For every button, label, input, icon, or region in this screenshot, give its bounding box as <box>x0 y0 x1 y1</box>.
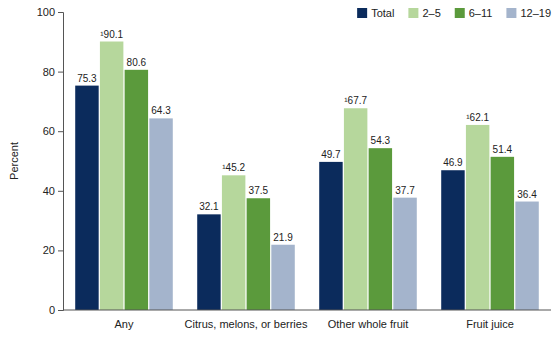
legend-swatch <box>408 8 418 18</box>
tick-label: Citrus, melons, or berries <box>185 318 308 330</box>
axis-title: Percent <box>8 142 20 180</box>
bar <box>149 118 172 310</box>
tick: 80 <box>43 66 63 78</box>
data-label: 37.7 <box>395 185 415 196</box>
bar <box>100 42 123 310</box>
tick: Fruit juice <box>466 318 514 330</box>
data-label: 51.4 <box>493 144 513 155</box>
bar <box>222 175 245 310</box>
data-label: 54.3 <box>371 135 391 146</box>
tick-label: 20 <box>43 244 55 256</box>
tick: Citrus, melons, or berries <box>185 318 308 330</box>
bar <box>515 202 538 310</box>
tick-label: Other whole fruit <box>328 318 409 330</box>
data-labels: 75.3 32.1 49.7 46.9 ¹90.1 ¹45.2 ¹67.7 ¹62.1 80.6… <box>77 29 537 243</box>
data-label: 32.1 <box>199 201 219 212</box>
tick-mark <box>58 310 63 311</box>
data-label: ¹62.1 <box>466 112 489 123</box>
legend-label: 2–5 <box>422 7 440 19</box>
chart: 75.3 32.1 49.7 46.9 ¹90.1 ¹45.2 ¹67.7 ¹62.1 80.6… <box>0 0 560 345</box>
legend-swatch <box>357 8 367 18</box>
tick: 100 <box>37 6 63 18</box>
data-label: ¹45.2 <box>222 162 245 173</box>
tick-mark <box>58 131 63 132</box>
legend-label: 12–19 <box>520 7 551 19</box>
data-label: 36.4 <box>517 189 537 200</box>
bar <box>393 198 416 310</box>
legend-swatch <box>455 8 465 18</box>
legend-label: Total <box>371 7 394 19</box>
y-axis: 0 20 40 60 80 100 <box>37 6 64 316</box>
tick-mark <box>58 191 63 192</box>
bar <box>197 214 220 310</box>
bar <box>125 70 148 310</box>
legend-label: 6–11 <box>469 7 493 19</box>
bar <box>247 198 270 310</box>
legend-item: 12–19 <box>506 7 551 19</box>
tick-label: 100 <box>37 6 55 18</box>
data-label: ¹67.7 <box>344 95 367 106</box>
tick-label: Any <box>115 318 134 330</box>
bar <box>75 86 98 310</box>
legend-item: 2–5 <box>408 7 440 19</box>
axis-line <box>63 310 551 311</box>
data-label: 64.3 <box>151 105 171 116</box>
tick-label: 0 <box>49 304 55 316</box>
bar <box>344 108 367 310</box>
legend: Total 2–5 6–11 12–19 <box>357 7 551 19</box>
bar <box>319 162 342 310</box>
bar <box>491 157 514 310</box>
bar <box>369 148 392 310</box>
legend-item: Total <box>357 7 394 19</box>
tick-mark <box>58 72 63 73</box>
bar <box>271 245 294 310</box>
data-label: 37.5 <box>249 185 269 196</box>
legend-swatch <box>506 8 516 18</box>
data-label: 75.3 <box>77 73 97 84</box>
axis-line <box>58 13 64 311</box>
tick-label: 60 <box>43 125 55 137</box>
tick: 40 <box>43 185 63 197</box>
tick: 20 <box>43 244 63 256</box>
data-label: ¹90.1 <box>100 29 123 40</box>
data-label: 46.9 <box>443 157 463 168</box>
data-label: 49.7 <box>321 149 341 160</box>
tick: 60 <box>43 125 63 137</box>
tick: Other whole fruit <box>328 318 409 330</box>
tick-label: 40 <box>43 185 55 197</box>
bars <box>75 42 539 310</box>
tick-label: Fruit juice <box>466 318 514 330</box>
data-label: 80.6 <box>127 57 147 68</box>
data-label: 21.9 <box>273 232 293 243</box>
tick-mark <box>58 250 63 251</box>
tick-label: 80 <box>43 66 55 78</box>
bar <box>466 125 489 310</box>
tick-mark <box>58 12 63 13</box>
x-axis: Any Citrus, melons, or berries Other whole… <box>63 310 551 330</box>
bar <box>441 170 464 310</box>
tick: 0 <box>49 304 63 316</box>
legend-item: 6–11 <box>455 7 493 19</box>
tick: Any <box>115 318 134 330</box>
